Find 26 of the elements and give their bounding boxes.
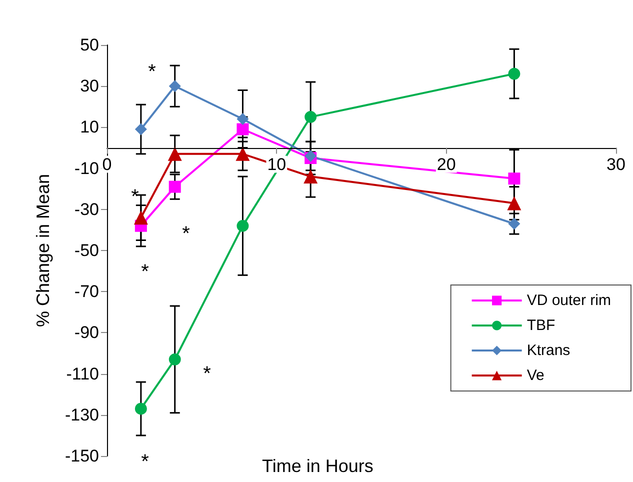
y-tick-label: -90	[74, 323, 99, 342]
x-tick-label: 10	[267, 154, 286, 174]
y-tick-label: -130	[64, 405, 99, 424]
annotation: *	[182, 223, 190, 245]
legend-label: VD outer rim	[526, 292, 612, 309]
annotation: *	[141, 261, 150, 283]
legend-label: Ve	[526, 367, 544, 384]
legend-label: Ktrans	[526, 342, 570, 359]
y-tick-label: -70	[74, 282, 99, 302]
y-tick-label: -50	[74, 241, 99, 260]
y-axis-title: % Change in Mean	[33, 174, 53, 328]
x-axis-title: Time in Hours	[262, 456, 374, 476]
x-tick-label: 30	[606, 154, 626, 174]
y-tick-label: -10	[74, 158, 99, 178]
y-tick-label: -150	[64, 446, 99, 466]
annotation: *	[148, 61, 156, 83]
annotation: *	[141, 451, 150, 473]
y-tick-label: -110	[66, 364, 99, 384]
y-tick-label: 30	[80, 76, 99, 96]
legend-label: TBF	[526, 317, 556, 334]
annotation: *	[203, 363, 212, 385]
x-tick-label: 0	[102, 154, 112, 174]
y-tick-label: -30	[74, 200, 99, 219]
y-tick-label: 10	[80, 118, 99, 137]
y-tick-label: 50	[80, 36, 99, 54]
x-tick-label: 20	[436, 154, 456, 174]
